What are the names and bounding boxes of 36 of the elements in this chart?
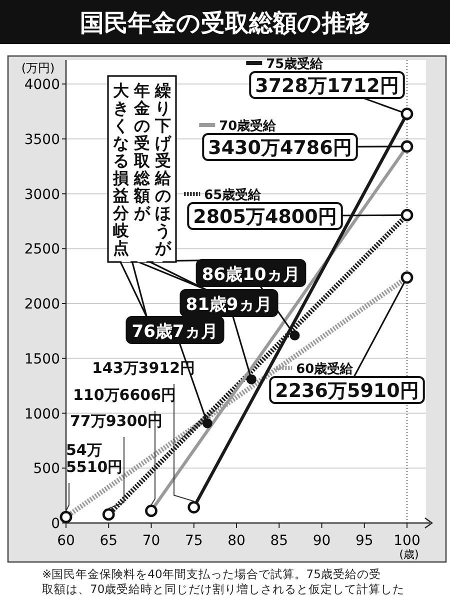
- annotation: 54万5510円: [66, 441, 123, 476]
- x-axis-title: (歳): [399, 548, 419, 561]
- x-tick-label: 95: [355, 533, 374, 549]
- annotation: 81歳9ヵ月: [186, 295, 272, 315]
- y-tick-label: 2000: [24, 296, 60, 312]
- callout-column: 大きくなる損益分岐点: [113, 81, 129, 258]
- series-label: 60歳受給: [296, 362, 354, 377]
- y-tick-label: 1000: [24, 406, 60, 422]
- series-label: 75歳受給: [266, 57, 324, 72]
- annotation: 2236万5910円: [275, 380, 419, 402]
- x-tick-label: 70: [142, 533, 160, 549]
- x-tick-label: 65: [100, 533, 118, 549]
- x-tick-label: 80: [228, 533, 246, 549]
- series-label: 65歳受給: [204, 188, 262, 203]
- x-tick-label: 100: [394, 533, 420, 549]
- y-tick-label: 1500: [24, 351, 60, 368]
- y-tick-label: 4000: [24, 77, 60, 93]
- annotation: 3728万1712円: [255, 75, 399, 97]
- chart-title: 国民年金の受取総額の推移: [80, 9, 370, 37]
- annotation: 3430万4786円: [208, 137, 352, 159]
- series-label: 70歳受給: [219, 119, 276, 134]
- x-tick-label: 85: [270, 533, 288, 549]
- callout-column: 年金の受取総額が: [134, 81, 150, 222]
- annotation: 2805万4800円: [193, 206, 337, 228]
- y-tick-label: 3000: [24, 186, 60, 203]
- y-axis-title: (万円): [21, 61, 55, 75]
- x-tick-label: 90: [312, 533, 331, 549]
- annotation: 76歳7ヵ月: [132, 322, 218, 342]
- y-tick-label: 2500: [24, 242, 60, 258]
- callout-column: 繰り下げ受給のほうが: [155, 81, 171, 258]
- y-tick-label: 500: [33, 461, 60, 478]
- y-tick-label: 0: [51, 516, 60, 532]
- x-tick-label: 60: [57, 533, 75, 549]
- text: ※国民年金保険料を40年間支払った場合で試算。75歳受給の受取額は、70歳受給時と同じだけ割り増しされると仮定して計算した: [42, 567, 405, 596]
- y-tick-label: 3500: [24, 132, 60, 148]
- x-tick-label: 75: [184, 533, 203, 549]
